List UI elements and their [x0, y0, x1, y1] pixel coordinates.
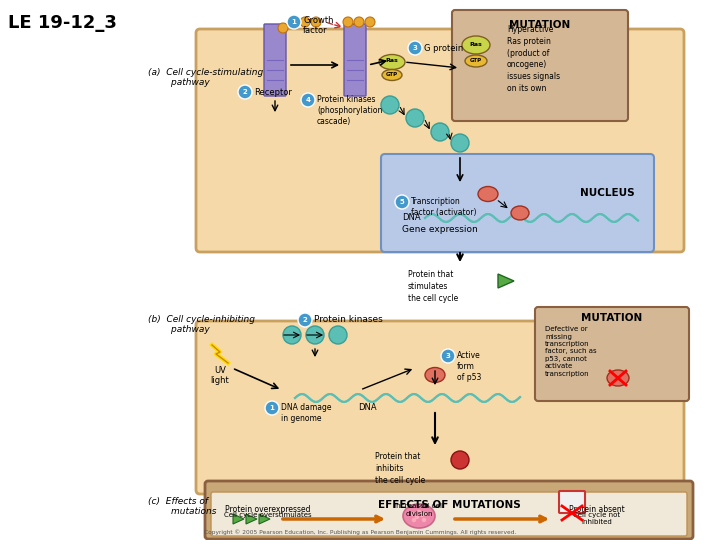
Circle shape: [411, 512, 415, 516]
Circle shape: [306, 326, 324, 344]
Text: 2: 2: [243, 89, 248, 95]
Circle shape: [431, 123, 449, 141]
Text: EFFECTS OF MUTATIONS: EFFECTS OF MUTATIONS: [377, 500, 521, 510]
Circle shape: [441, 349, 455, 363]
Text: Active
form
of p53: Active form of p53: [457, 351, 482, 382]
Text: (c)  Effects of
        mutations: (c) Effects of mutations: [148, 497, 217, 516]
Circle shape: [298, 313, 312, 327]
Text: GTP: GTP: [470, 57, 482, 63]
FancyBboxPatch shape: [452, 10, 628, 121]
Text: Hyperactive
Ras protein
(product of
oncogene)
issues signals
on its own: Hyperactive Ras protein (product of onco…: [507, 25, 560, 93]
Circle shape: [422, 518, 426, 522]
Text: Ras: Ras: [469, 42, 482, 46]
Text: 3: 3: [413, 45, 418, 51]
Circle shape: [365, 17, 375, 27]
Text: Transcription
factor (activator): Transcription factor (activator): [411, 197, 477, 217]
Circle shape: [354, 17, 364, 27]
Ellipse shape: [382, 70, 402, 80]
Circle shape: [238, 85, 252, 99]
FancyBboxPatch shape: [264, 24, 286, 96]
Text: DNA: DNA: [402, 213, 420, 222]
Circle shape: [395, 195, 409, 209]
Ellipse shape: [511, 206, 529, 220]
Circle shape: [423, 512, 427, 516]
Circle shape: [289, 17, 299, 27]
Text: Protein kinases: Protein kinases: [314, 315, 383, 324]
FancyBboxPatch shape: [559, 491, 585, 513]
Text: Protein kinases
(phosphorylation
cascade): Protein kinases (phosphorylation cascade…: [317, 95, 382, 126]
Ellipse shape: [478, 186, 498, 201]
FancyBboxPatch shape: [205, 481, 693, 539]
Text: Protein absent: Protein absent: [569, 505, 625, 514]
Circle shape: [417, 510, 421, 514]
Text: NUCLEUS: NUCLEUS: [580, 188, 635, 198]
Text: 1: 1: [292, 19, 297, 25]
Circle shape: [420, 513, 424, 517]
FancyBboxPatch shape: [535, 307, 689, 401]
Circle shape: [311, 17, 321, 27]
Polygon shape: [259, 514, 270, 524]
Ellipse shape: [465, 55, 487, 67]
Circle shape: [451, 134, 469, 152]
Circle shape: [287, 15, 301, 29]
Circle shape: [343, 17, 353, 27]
Circle shape: [381, 96, 399, 114]
Circle shape: [415, 515, 419, 519]
Circle shape: [329, 326, 347, 344]
Text: Defective or
missing
transcription
factor, such as
p53, cannot
activate
transcri: Defective or missing transcription facto…: [545, 326, 597, 377]
Text: Growth
factor: Growth factor: [303, 16, 333, 36]
Text: Protein that
inhibits
the cell cycle: Protein that inhibits the cell cycle: [375, 452, 426, 484]
Text: 4: 4: [305, 97, 310, 103]
Text: 2: 2: [302, 317, 307, 323]
Text: Copyright © 2005 Pearson Education, Inc. Publishing as Pearson Benjamin Cummings: Copyright © 2005 Pearson Education, Inc.…: [204, 529, 516, 535]
Polygon shape: [246, 514, 257, 524]
FancyBboxPatch shape: [196, 29, 684, 252]
Ellipse shape: [379, 55, 405, 70]
FancyBboxPatch shape: [344, 24, 366, 96]
Text: MUTATION: MUTATION: [509, 20, 571, 30]
Circle shape: [301, 93, 315, 107]
Ellipse shape: [425, 368, 445, 382]
Text: G protein: G protein: [424, 44, 463, 53]
FancyBboxPatch shape: [196, 321, 684, 494]
FancyBboxPatch shape: [381, 154, 654, 252]
Circle shape: [451, 451, 469, 469]
Text: Receptor: Receptor: [254, 88, 292, 97]
Text: (a)  Cell cycle-stimulating
        pathway: (a) Cell cycle-stimulating pathway: [148, 68, 264, 87]
Circle shape: [408, 41, 422, 55]
Text: 5: 5: [400, 199, 405, 205]
Text: 3: 3: [446, 353, 451, 359]
Circle shape: [406, 109, 424, 127]
Text: Ras: Ras: [386, 58, 398, 64]
Text: UV
light: UV light: [211, 366, 230, 386]
Circle shape: [300, 17, 310, 27]
Polygon shape: [233, 514, 244, 524]
Ellipse shape: [607, 370, 629, 386]
Text: MUTATION: MUTATION: [581, 313, 643, 323]
Circle shape: [278, 23, 288, 33]
Text: Gene expression: Gene expression: [402, 225, 478, 234]
Circle shape: [412, 518, 416, 522]
Text: LE 19-12_3: LE 19-12_3: [8, 14, 117, 32]
Text: Cell cycle not
inhibited: Cell cycle not inhibited: [573, 512, 621, 525]
Text: (b)  Cell cycle-inhibiting
        pathway: (b) Cell cycle-inhibiting pathway: [148, 315, 255, 334]
Polygon shape: [498, 274, 514, 288]
Text: DNA: DNA: [358, 403, 377, 412]
Circle shape: [283, 326, 301, 344]
Text: Protein overexpressed: Protein overexpressed: [225, 505, 311, 514]
Text: DNA damage
in genome: DNA damage in genome: [281, 403, 331, 423]
Text: GTP: GTP: [386, 71, 398, 77]
Text: 1: 1: [269, 405, 274, 411]
Text: Protein that
stimulates
the cell cycle: Protein that stimulates the cell cycle: [408, 270, 458, 302]
Text: Cell cycle overstimulates: Cell cycle overstimulates: [224, 512, 312, 518]
Circle shape: [265, 401, 279, 415]
FancyBboxPatch shape: [211, 492, 687, 536]
Text: Increased cell
division: Increased cell division: [394, 503, 444, 516]
Ellipse shape: [462, 36, 490, 54]
Ellipse shape: [403, 504, 435, 528]
